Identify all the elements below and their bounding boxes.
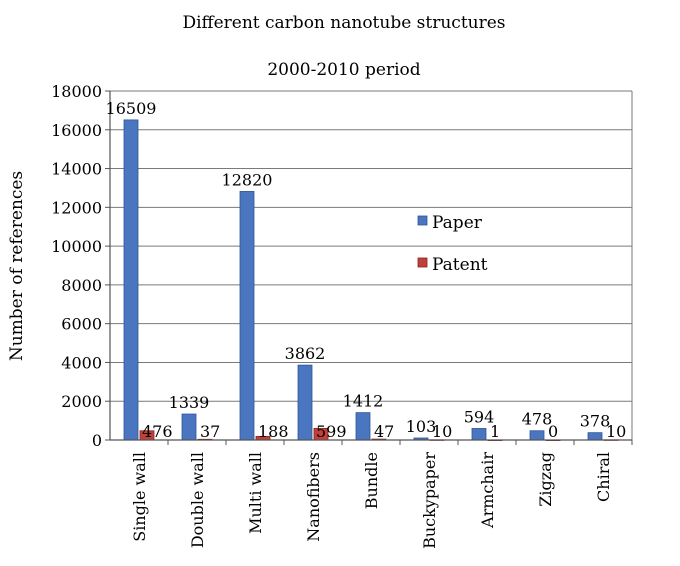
bar-paper — [471, 428, 487, 441]
legend: Paper Patent — [417, 213, 488, 275]
data-label-paper: 3862 — [285, 344, 326, 363]
x-tick-label: Zigzag — [536, 452, 555, 507]
y-tick-label: 14000 — [51, 160, 102, 179]
x-tick-label: Buckypaper — [420, 452, 439, 549]
x-tick-label: Single wall — [130, 452, 149, 542]
y-tick-label: 12000 — [51, 198, 102, 217]
x-tick-label: Armchair — [478, 452, 497, 529]
axes: 0 2000 4000 6000 8000 10000 12000 14000 16000 180… — [51, 82, 633, 549]
bar-paper — [239, 191, 255, 441]
data-label-paper: 1339 — [169, 393, 210, 412]
data-label-patent: 476 — [142, 422, 173, 441]
data-label-patent: 0 — [548, 422, 558, 441]
x-tick-label: Bundle — [362, 452, 381, 509]
data-label-paper: 16509 — [106, 99, 157, 118]
data-label-patent: 47 — [374, 422, 394, 441]
gridlines — [110, 90, 633, 440]
data-label-patent: 37 — [200, 422, 220, 441]
data-label-paper: 378 — [580, 412, 611, 431]
bar-paper — [355, 412, 371, 441]
bar-paper — [297, 364, 313, 441]
legend-label-patent: Patent — [432, 255, 488, 275]
data-label-paper: 103 — [406, 417, 437, 436]
data-label-paper: 12820 — [222, 170, 273, 189]
y-tick-label: 8000 — [61, 276, 102, 295]
legend-label-paper: Paper — [432, 213, 483, 233]
bars — [123, 119, 619, 442]
x-tick-label: Nanofibers — [304, 452, 323, 542]
y-tick-label: 4000 — [61, 353, 102, 372]
legend-swatch-patent — [417, 257, 428, 268]
data-label-paper: 1412 — [343, 392, 384, 411]
data-label-patent: 188 — [258, 422, 289, 441]
chart-subtitle: 2000-2010 period — [267, 60, 420, 80]
x-tick-label: Double wall — [188, 452, 207, 548]
chart-title: Different carbon nanotube structures — [182, 13, 505, 33]
bar-paper — [181, 413, 197, 441]
legend-swatch-paper — [417, 215, 428, 226]
bar-paper — [587, 432, 603, 441]
y-tick-label: 10000 — [51, 237, 102, 256]
data-label-patent: 10 — [606, 422, 626, 441]
x-tick-label: Chiral — [594, 452, 613, 502]
y-axis-label: Number of references — [7, 171, 27, 361]
bar-paper — [123, 119, 139, 441]
data-label-paper: 478 — [522, 410, 553, 429]
y-tick-label: 0 — [92, 431, 102, 450]
bar-paper — [529, 430, 545, 441]
data-label-patent: 10 — [432, 422, 452, 441]
y-tick-label: 16000 — [51, 121, 102, 140]
data-label-paper: 594 — [464, 407, 495, 426]
data-label-patent: 1 — [490, 422, 500, 441]
data-label-patent: 599 — [316, 422, 347, 441]
x-tick-label: Multi wall — [246, 452, 265, 534]
y-tick-label: 18000 — [51, 82, 102, 101]
y-tick-label: 6000 — [61, 315, 102, 334]
y-tick-label: 2000 — [61, 392, 102, 411]
